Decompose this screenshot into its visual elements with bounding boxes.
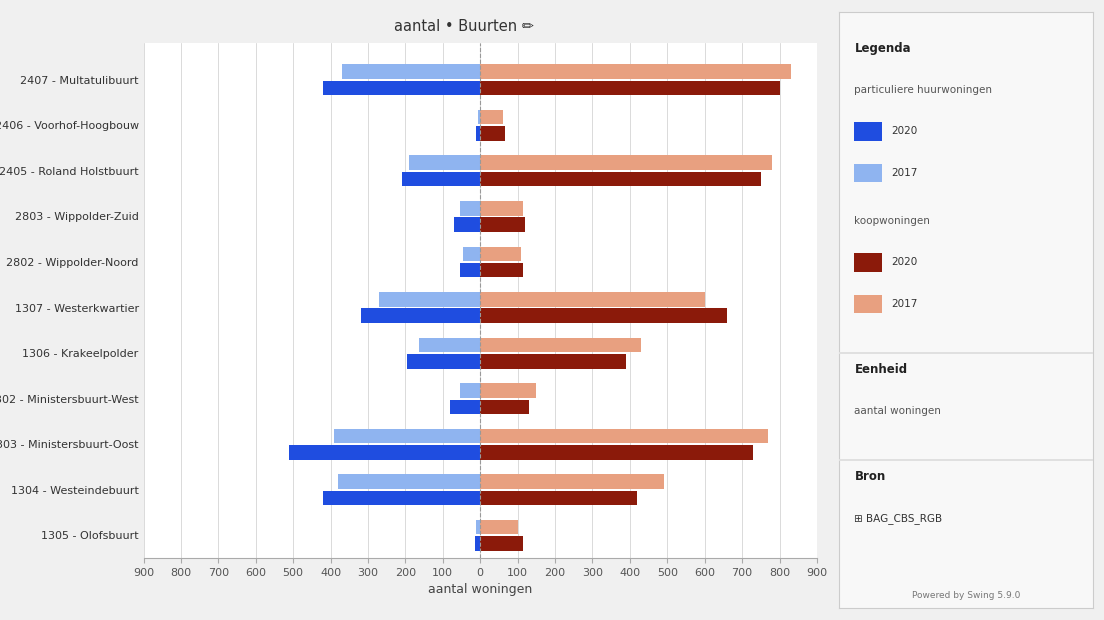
Bar [477, 520, 480, 534]
Bar [418, 337, 480, 352]
Bar [480, 308, 728, 323]
Text: Bron: Bron [854, 470, 885, 483]
Text: Powered by Swing 5.9.0: Powered by Swing 5.9.0 [912, 591, 1020, 600]
Bar [480, 445, 753, 459]
Bar [407, 354, 480, 368]
Bar [480, 536, 523, 551]
Bar [480, 354, 626, 368]
Bar [480, 126, 505, 141]
Bar [480, 64, 790, 79]
Text: aantal woningen: aantal woningen [854, 406, 942, 416]
Text: Legenda: Legenda [854, 42, 911, 55]
Text: Eenheid: Eenheid [854, 363, 907, 376]
Bar [480, 247, 521, 261]
Bar [480, 218, 526, 232]
Bar [480, 399, 529, 414]
Bar [480, 490, 637, 505]
Bar [402, 172, 480, 187]
Bar [480, 201, 523, 216]
Bar [480, 110, 502, 125]
Bar [478, 110, 480, 125]
Bar [480, 428, 768, 443]
Bar [480, 156, 772, 170]
Bar [475, 536, 480, 551]
Text: koopwoningen: koopwoningen [854, 216, 931, 226]
Bar [459, 263, 480, 278]
Bar [459, 383, 480, 397]
Bar [289, 445, 480, 459]
Bar [450, 399, 480, 414]
Bar [480, 383, 537, 397]
Bar [335, 428, 480, 443]
Text: aantal • Buurten ✏: aantal • Buurten ✏ [394, 19, 533, 33]
Bar [380, 292, 480, 307]
Bar [459, 201, 480, 216]
Bar [480, 520, 518, 534]
Text: 2020: 2020 [891, 126, 917, 136]
Bar [323, 490, 480, 505]
Bar [361, 308, 480, 323]
Bar [480, 81, 779, 95]
Bar [338, 474, 480, 489]
Bar [454, 218, 480, 232]
Bar [480, 263, 523, 278]
Text: particuliere huurwoningen: particuliere huurwoningen [854, 85, 992, 95]
Text: 2017: 2017 [891, 168, 917, 178]
Text: 2020: 2020 [891, 257, 917, 267]
Bar [480, 292, 704, 307]
Bar [480, 172, 761, 187]
Bar [464, 247, 480, 261]
Bar [410, 156, 480, 170]
Bar [477, 126, 480, 141]
Bar [323, 81, 480, 95]
Text: 2017: 2017 [891, 299, 917, 309]
Bar [480, 474, 664, 489]
X-axis label: aantal woningen: aantal woningen [428, 583, 532, 596]
Bar [480, 337, 641, 352]
Bar [342, 64, 480, 79]
Text: ⊞ BAG_CBS_RGB: ⊞ BAG_CBS_RGB [854, 513, 943, 524]
